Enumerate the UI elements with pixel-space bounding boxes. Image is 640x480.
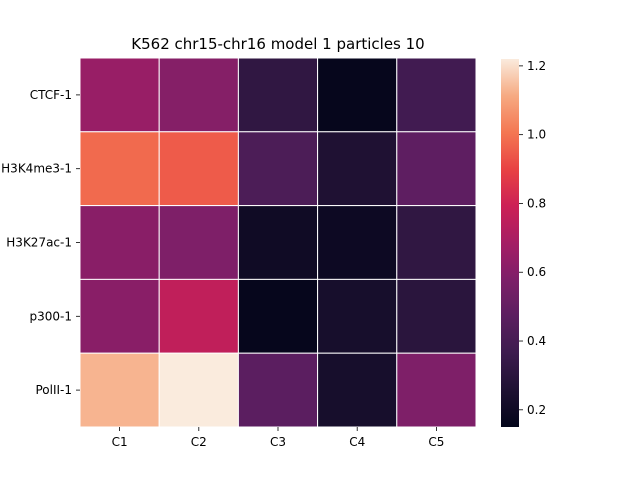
heatmap-cell	[396, 278, 477, 354]
heatmap-cell	[237, 278, 319, 354]
heatmap-cell	[237, 57, 319, 133]
heatmap-cell	[317, 131, 398, 207]
heatmap-cell	[158, 57, 239, 133]
colorbar-ticks: 0.2 0.4 0.6 0.8 1.0 1.2	[519, 59, 546, 417]
heatmap-cell	[317, 278, 398, 354]
colorbar-tick-label: 1.0	[527, 128, 546, 142]
heatmap-cell	[396, 131, 477, 207]
row-label: H3K27ac-1	[6, 236, 72, 250]
heatmap-cell	[79, 352, 160, 428]
heatmap-cell	[317, 352, 398, 428]
row-label: CTCF-1	[30, 88, 72, 102]
colorbar-tick-label: 0.4	[527, 334, 546, 348]
heatmap-cell	[79, 131, 160, 207]
heatmap-cell	[79, 57, 160, 133]
row-label: p300-1	[30, 309, 73, 323]
heatmap-cell	[237, 205, 319, 280]
heatmap-cell	[79, 205, 160, 280]
heatmap-cell	[396, 352, 477, 428]
heatmap-cell	[158, 205, 239, 280]
colorbar-tick-label: 0.8	[527, 196, 546, 210]
colorbar-tick-label: 0.6	[527, 265, 546, 279]
heatmap-cell	[317, 57, 398, 133]
heatmap-cell	[317, 205, 398, 280]
heatmap-cell	[396, 205, 477, 280]
chart-title: K562 chr15-chr16 model 1 particles 10	[131, 35, 424, 53]
heatmap-cell	[237, 131, 319, 207]
heatmap-cell	[158, 278, 239, 354]
colorbar	[501, 59, 519, 427]
column-label: C5	[428, 435, 444, 449]
heatmap-cell	[79, 278, 160, 354]
heatmap-cell	[158, 352, 239, 428]
heatmap-cell	[158, 131, 239, 207]
heatmap-cells	[79, 57, 477, 428]
colorbar-tick-label: 0.2	[527, 403, 546, 417]
heatmap-cell	[237, 352, 319, 428]
column-label: C3	[270, 435, 286, 449]
column-label: C1	[112, 435, 128, 449]
colorbar-tick-label: 1.2	[527, 59, 546, 73]
row-labels: CTCF-1 H3K4me3-1 H3K27ac-1 p300-1 PolII-1	[1, 88, 80, 397]
column-label: C4	[349, 435, 365, 449]
column-labels: C1 C2 C3 C4 C5	[112, 427, 444, 449]
heatmap-cell	[396, 57, 477, 133]
row-label: H3K4me3-1	[1, 162, 72, 176]
row-label: PolII-1	[35, 383, 72, 397]
column-label: C2	[191, 435, 207, 449]
